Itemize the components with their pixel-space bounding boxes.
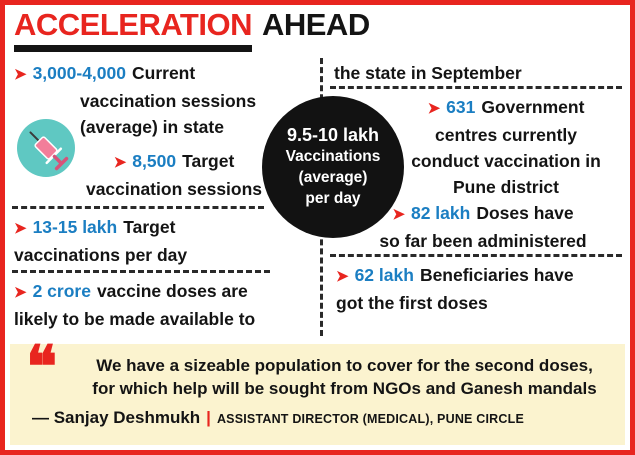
stat-current-sessions: ➤ 3,000-4,000 Current vaccination sessions… (14, 60, 338, 140)
stat-value: 8,500 (132, 151, 177, 171)
stat-value: 82 lakh (410, 203, 471, 223)
stat-text: Target vaccination sessions (85, 151, 263, 199)
title-accent: ACCELERATION (14, 7, 252, 52)
page-title: ACCELERATION AHEAD (14, 7, 370, 52)
stat-text: Target vaccinations per day (14, 217, 188, 265)
divider (12, 206, 264, 209)
bullet-arrow-icon: ➤ (427, 100, 441, 117)
divider (12, 270, 270, 273)
bullet-arrow-icon: ➤ (14, 220, 27, 237)
badge-line: Vaccinations (285, 148, 381, 165)
bullet-arrow-icon: ➤ (113, 154, 127, 171)
bullet-arrow-icon: ➤ (14, 66, 27, 83)
divider (330, 86, 622, 89)
stat-continuation: the state in September (334, 60, 624, 86)
stat-target-vaccinations: ➤ 13-15 lakh Target vaccinations per day (14, 214, 264, 268)
stat-text: the state in September (334, 63, 522, 83)
bullet-arrow-icon: ➤ (14, 284, 27, 301)
bullet-arrow-icon: ➤ (392, 206, 405, 223)
stat-text: vaccine doses are likely to be made avai… (14, 281, 256, 329)
quote-text: We have a sizeable population to cover f… (92, 356, 597, 398)
title-rest: AHEAD (261, 7, 370, 42)
stat-text: Doses have so far been administered (379, 203, 587, 251)
stat-text: Current vaccination sessions (average) i… (80, 63, 257, 137)
badge-line: per day (305, 190, 361, 207)
stat-value: 62 lakh (354, 265, 414, 285)
stat-text: Government centres currently conduct vac… (411, 97, 601, 197)
badge-line: (average) (298, 169, 368, 186)
stat-govt-centres: ➤ 631 Government centres currently conduct… (398, 94, 614, 200)
divider (330, 254, 622, 257)
stat-target-sessions: ➤ 8,500 Target vaccination sessions (78, 148, 270, 202)
stat-value: 3,000-4,000 (32, 63, 126, 83)
bullet-arrow-icon: ➤ (336, 268, 349, 285)
stat-value: 631 (446, 97, 476, 117)
stat-text: Beneficiaries have got the first doses (336, 265, 574, 313)
stat-doses-administered: ➤ 82 lakh Doses have so far been administe… (352, 200, 614, 254)
stat-value: 2 crore (32, 281, 91, 301)
badge-value: 9.5-10 lakh (286, 125, 380, 145)
quote-role: ASSISTANT DIRECTOR (MEDICAL), PUNE CIRCL… (216, 412, 524, 426)
quote-box: ❝ We have a sizeable population to cover… (10, 338, 625, 445)
stat-value: 13-15 lakh (32, 217, 118, 237)
quote-author: — Sanjay Deshmukh (32, 408, 201, 427)
stat-first-doses: ➤ 62 lakh Beneficiaries have got the first… (336, 262, 620, 316)
quote-mark-icon: ❝ (26, 333, 58, 401)
daily-average-badge: 9.5-10 lakh Vaccinations (average) per d… (262, 96, 404, 238)
syringe-icon (16, 118, 76, 178)
quote-attribution: — Sanjay Deshmukh | ASSISTANT DIRECTOR (ME… (10, 408, 625, 428)
stat-doses-available: ➤ 2 crore vaccine doses are likely to be m… (14, 278, 304, 332)
pipe-separator: | (206, 408, 211, 427)
